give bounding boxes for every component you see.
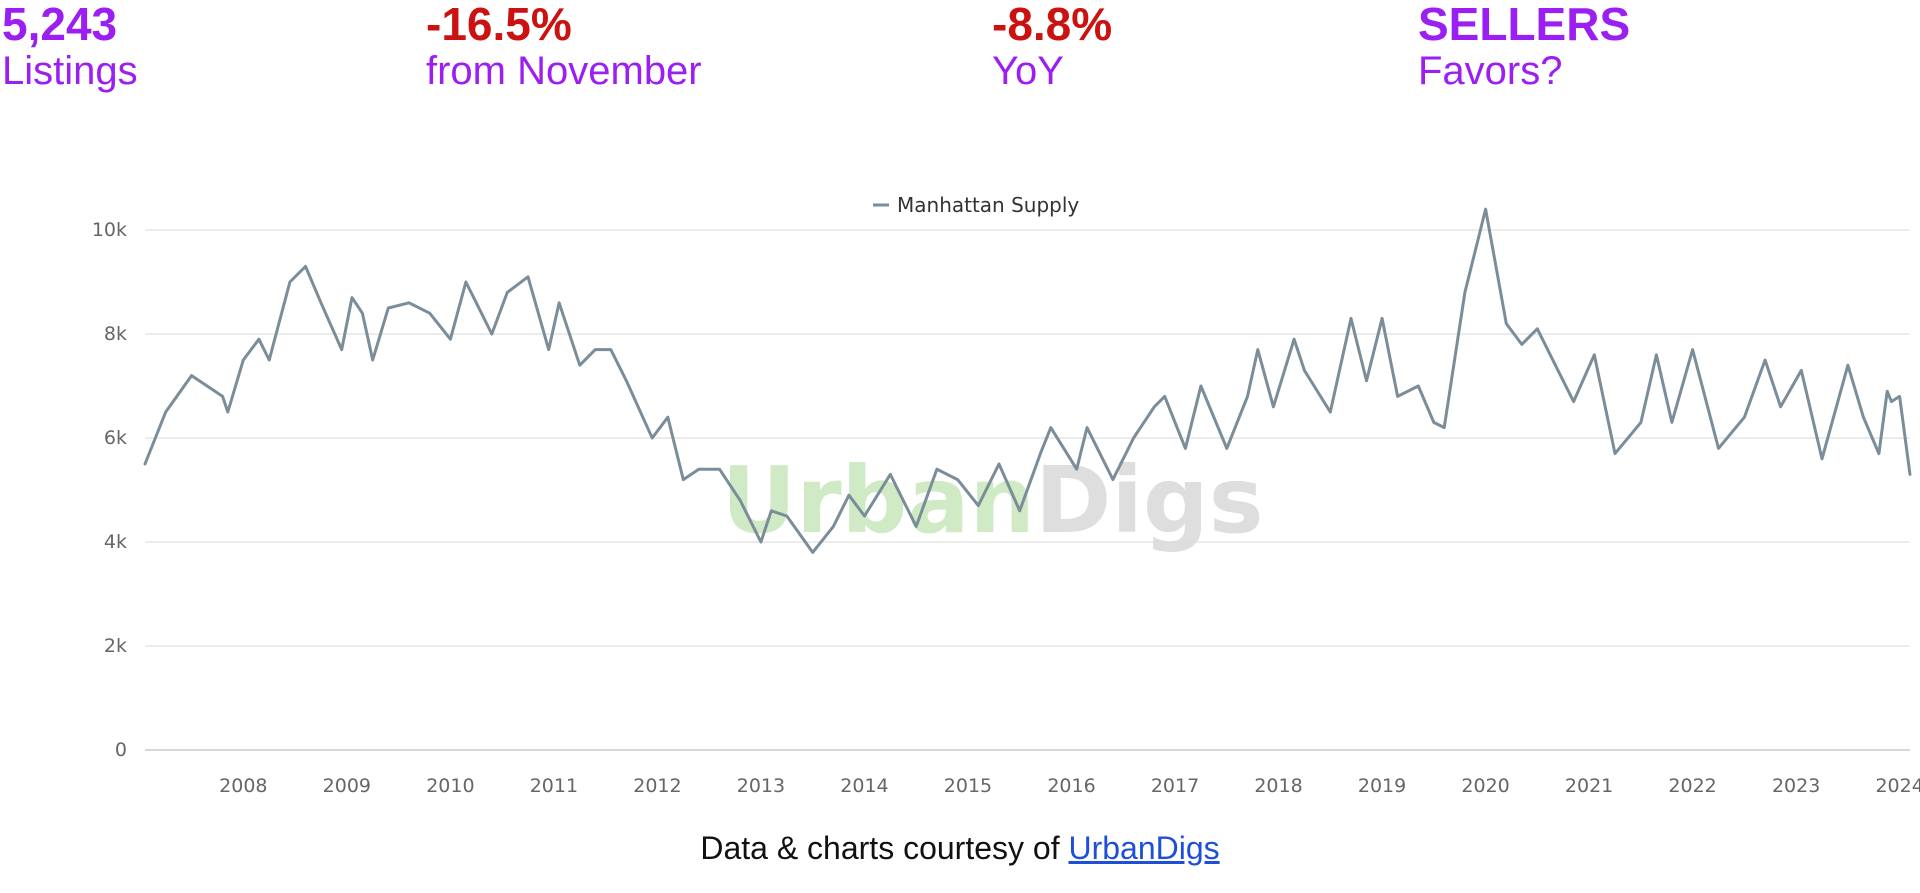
x-tick-label: 2024 bbox=[1875, 775, 1920, 797]
x-tick-label: 2010 bbox=[426, 775, 474, 797]
stat-value: SELLERS bbox=[1418, 0, 1631, 50]
x-tick-label: 2012 bbox=[633, 775, 681, 797]
stat-label: YoY bbox=[992, 49, 1064, 94]
watermark-text-part2: Digs bbox=[1035, 447, 1264, 554]
stat-value: 5,243 bbox=[2, 0, 118, 50]
x-tick-label: 2023 bbox=[1772, 775, 1820, 797]
stat-label: Favors? bbox=[1418, 49, 1563, 94]
x-tick-label: 2022 bbox=[1668, 775, 1716, 797]
stat-label: Listings bbox=[2, 49, 138, 94]
x-tick-label: 2014 bbox=[840, 775, 888, 797]
stat-value: -8.8% bbox=[992, 0, 1113, 50]
y-tick-label: 2k bbox=[104, 635, 127, 657]
x-tick-label: 2013 bbox=[737, 775, 785, 797]
chart-svg: Urban Digs 0 2k 4k 6k 8k 10k 2008 2009 2010 2011 201… bbox=[92, 193, 1920, 797]
y-tick-label: 10k bbox=[92, 219, 127, 241]
legend-label: Manhattan Supply bbox=[897, 193, 1079, 217]
y-tick-label: 0 bbox=[115, 739, 127, 761]
x-tick-label: 2019 bbox=[1358, 775, 1406, 797]
series-line bbox=[143, 207, 1912, 554]
urbandigs-link[interactable]: UrbanDigs bbox=[1068, 830, 1220, 866]
stat-yoy-change: -8.8% YoY bbox=[992, 0, 1112, 92]
x-tick-label: 2017 bbox=[1151, 775, 1199, 797]
stat-market-favor: SELLERS Favors? bbox=[1418, 0, 1630, 92]
footer-text: Data & charts courtesy of bbox=[700, 830, 1069, 866]
supply-chart: Urban Digs 0 2k 4k 6k 8k 10k 2008 2009 2010 2011 201… bbox=[0, 180, 1920, 820]
y-tick-label: 4k bbox=[104, 531, 127, 553]
stat-month-change: -16.5% from November bbox=[426, 0, 702, 92]
x-tick-label: 2020 bbox=[1461, 775, 1509, 797]
x-tick-label: 2015 bbox=[944, 775, 992, 797]
footer-credit: Data & charts courtesy of UrbanDigs bbox=[0, 830, 1920, 867]
watermark-text-part1: Urban bbox=[721, 447, 1035, 554]
stat-listings: 5,243 Listings bbox=[2, 0, 138, 92]
x-tick-label: 2021 bbox=[1565, 775, 1613, 797]
stat-value: -16.5% bbox=[426, 0, 572, 50]
x-tick-label: 2008 bbox=[219, 775, 267, 797]
x-tick-label: 2011 bbox=[530, 775, 578, 797]
x-tick-label: 2018 bbox=[1254, 775, 1302, 797]
y-tick-label: 8k bbox=[104, 323, 127, 345]
y-tick-label: 6k bbox=[104, 427, 127, 449]
x-tick-label: 2009 bbox=[323, 775, 371, 797]
x-tick-label: 2016 bbox=[1047, 775, 1095, 797]
stat-label: from November bbox=[426, 49, 702, 94]
